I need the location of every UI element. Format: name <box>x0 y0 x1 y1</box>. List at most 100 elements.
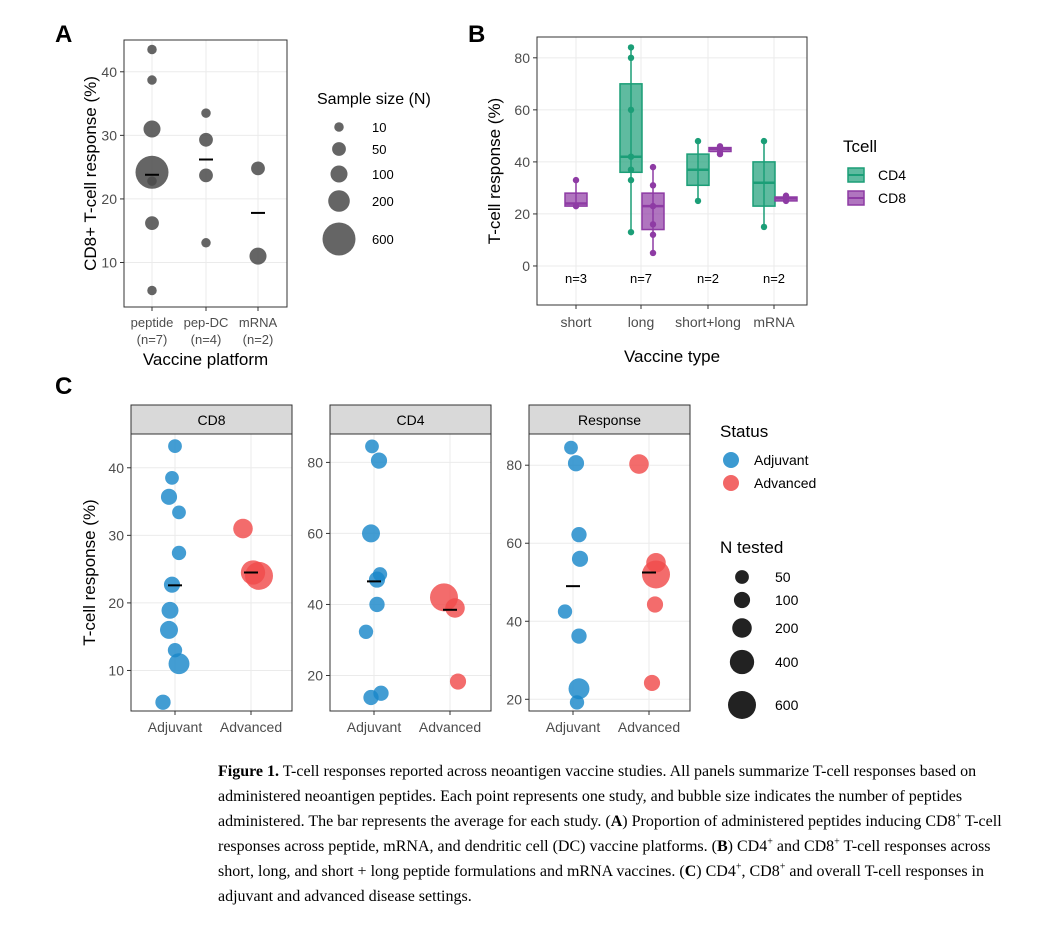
data-bubble <box>155 694 171 710</box>
caption-letter: C <box>684 863 697 880</box>
y-tick-label: 40 <box>101 64 117 80</box>
legend-label: Advanced <box>754 475 816 491</box>
panel-label-a: A <box>55 21 72 48</box>
x-tick-label: Adjuvant <box>546 719 601 735</box>
data-bubble <box>168 439 182 454</box>
x-tick-label: Advanced <box>419 719 481 735</box>
y-tick-label: 20 <box>307 667 323 683</box>
data-bubble <box>172 505 186 520</box>
data-bubble <box>143 120 161 138</box>
data-bubble <box>147 44 157 55</box>
y-tick-label: 20 <box>101 191 117 207</box>
y-tick-label: 40 <box>307 596 323 612</box>
y-tick-label: 60 <box>514 102 530 118</box>
caption-text: , CD8 <box>741 863 780 880</box>
legend-key <box>332 142 346 156</box>
data-bubble <box>449 673 467 690</box>
y-tick-label: 20 <box>506 691 522 707</box>
box <box>752 161 776 207</box>
data-bubble <box>233 518 253 539</box>
y-tick-label: 40 <box>514 154 530 170</box>
x-tick-label: peptide <box>131 315 174 330</box>
panel-label-b: B <box>468 21 485 48</box>
data-bubble <box>147 285 157 296</box>
x-tick-label: Adjuvant <box>148 719 203 735</box>
y-tick-label: 80 <box>506 457 522 473</box>
legend-key <box>322 222 356 256</box>
legend-title: Tcell <box>843 137 877 156</box>
y-tick-label: 20 <box>514 206 530 222</box>
y-tick-label: 40 <box>506 613 522 629</box>
data-bubble <box>201 238 211 248</box>
caption-letter: A <box>610 813 623 830</box>
x-tick-label: pep-DC <box>184 315 229 330</box>
y-tick-label: 80 <box>307 454 323 470</box>
box-point <box>760 137 768 145</box>
box-point <box>649 163 657 171</box>
panel-b-box-plot: 0 20 40 60 80 n=3 short n=7 long n=2 short+long n=2… <box>485 36 906 366</box>
plot-border <box>536 36 808 306</box>
legend-label: 200 <box>372 194 394 209</box>
data-bubble <box>358 624 374 639</box>
box-point <box>649 231 657 238</box>
data-bubble <box>147 75 157 85</box>
legend-label: 10 <box>372 120 386 135</box>
plot-border <box>130 433 293 712</box>
x-tick-n-label: (n=7) <box>137 332 168 347</box>
x-tick-label: long <box>628 314 654 330</box>
caption-text: ) CD4 <box>696 863 736 880</box>
caption-superscript: + <box>767 836 773 848</box>
legend-key <box>732 618 752 638</box>
y-tick-label: 80 <box>514 50 530 66</box>
data-bubble <box>201 108 211 118</box>
data-bubble <box>165 471 179 485</box>
figure-caption: Figure 1. T-cell responses reported acro… <box>218 759 1018 909</box>
data-bubble <box>445 598 465 618</box>
data-bubble <box>564 440 578 455</box>
data-bubble <box>567 455 585 472</box>
box-point <box>716 150 724 158</box>
x-tick-label: Adjuvant <box>347 719 402 735</box>
caption-text: ) Proportion of administered peptides in… <box>622 813 956 830</box>
data-bubble <box>568 678 590 700</box>
x-axis-title: Vaccine type <box>624 347 720 366</box>
legend-label: Adjuvant <box>754 452 809 468</box>
data-bubble <box>362 524 380 543</box>
legend-key <box>334 122 344 132</box>
box-point <box>627 176 635 184</box>
panel-c-faceted-bubble-chart: CD8 10 20 30 40 Adjuvant Advanced CD4 20 40 60 80 Ad… <box>80 404 816 735</box>
legend-key <box>328 190 350 212</box>
data-bubble <box>571 550 589 567</box>
x-tick-n-label: (n=4) <box>191 332 222 347</box>
y-axis-title: T-cell response (%) <box>485 98 504 244</box>
y-tick-label: 30 <box>101 127 117 143</box>
box-point <box>649 221 657 228</box>
data-bubble <box>160 488 178 505</box>
caption-superscript: + <box>955 811 962 823</box>
n-annotation: n=3 <box>565 271 587 286</box>
n-annotation: n=2 <box>697 271 719 286</box>
legend-label: 100 <box>775 592 799 608</box>
box-point <box>572 202 580 210</box>
data-bubble <box>145 216 159 230</box>
plot-border <box>329 433 492 712</box>
y-tick-label: 10 <box>108 662 124 678</box>
data-bubble <box>161 601 179 619</box>
figure-1: A B C 10 20 30 40 peptide (n=7) pep-DC (n=4) mRN… <box>55 21 906 735</box>
facet-strip-label: CD4 <box>396 412 424 428</box>
data-bubble <box>365 439 379 454</box>
data-bubble <box>199 168 213 183</box>
caption-title: Figure 1. <box>218 763 280 780</box>
data-bubble <box>571 628 587 644</box>
data-bubble <box>147 176 157 186</box>
panel-label-c: C <box>55 373 72 400</box>
n-annotation: n=7 <box>630 271 652 286</box>
data-bubble <box>557 604 573 619</box>
data-bubble <box>245 561 273 590</box>
data-bubble <box>135 155 169 189</box>
x-tick-label: Advanced <box>220 719 282 735</box>
y-axis-title: T-cell response (%) <box>80 499 99 645</box>
box-point <box>627 228 635 236</box>
box-point <box>694 197 702 205</box>
y-tick-label: 10 <box>101 255 117 271</box>
